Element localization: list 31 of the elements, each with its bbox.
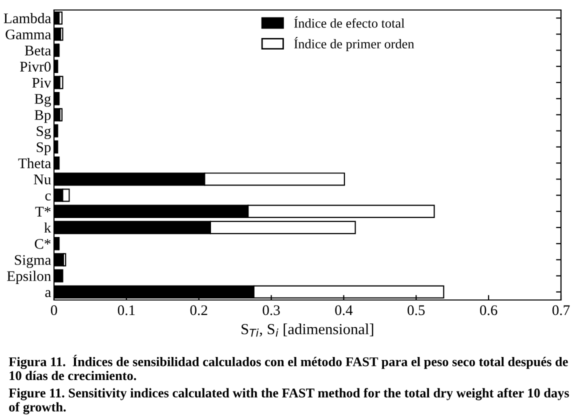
y-tick-label: Beta [24,46,52,56]
y-tick-label: k [44,222,52,233]
x-tick-label: 0 [50,305,58,316]
x-tick-label: 0.6 [480,305,498,316]
y-tick-label: Sigma [14,255,52,268]
y-tick-label: Sg [36,126,51,140]
y-tick-label: Gamma [6,30,52,40]
y-tick-label: Theta [18,158,52,168]
caption: Figure 11. Sensitivity indices calculated with the FAST method for the total dry weight after 10 days of growth. [8,388,569,414]
y-tick-label: Lambda [4,12,52,24]
y-tick-label: Bp [34,110,51,123]
y-tick-label: Sp [36,142,51,156]
y-tick-label: T* [35,206,51,216]
x-tick-label: 0.3 [262,305,280,316]
y-tick-label: C* [34,239,51,249]
y-tick-label: Bg [34,94,51,107]
legend-label: Índice de primer orden [294,37,414,52]
y-tick-label: a [45,290,52,298]
y-tick-label: Epsilon [7,270,51,284]
y-tick-label: Nu [34,174,51,184]
x-axis-title: S$_{Ti}$, S$_{i}$ [adimensional] [242,324,374,337]
x-tick-label: 0.2 [190,305,208,316]
y-tick-label: Piv [32,78,52,88]
text: Figura 11. Índices de sensibilidad calculados con el método FAST para el peso seco total después de 10 días de crecimiento. [8,354,568,380]
x-tick-label: 0.7 [552,305,570,316]
x-tick-label: 0.1 [118,305,135,316]
legend-label: Índice de efecto total [294,16,404,28]
y-tick-label: Pivr0 [20,62,51,72]
x-tick-label: 0.4 [335,305,353,316]
x-tick-label: 0.5 [408,305,425,316]
y-tick-label: c [45,193,51,200]
